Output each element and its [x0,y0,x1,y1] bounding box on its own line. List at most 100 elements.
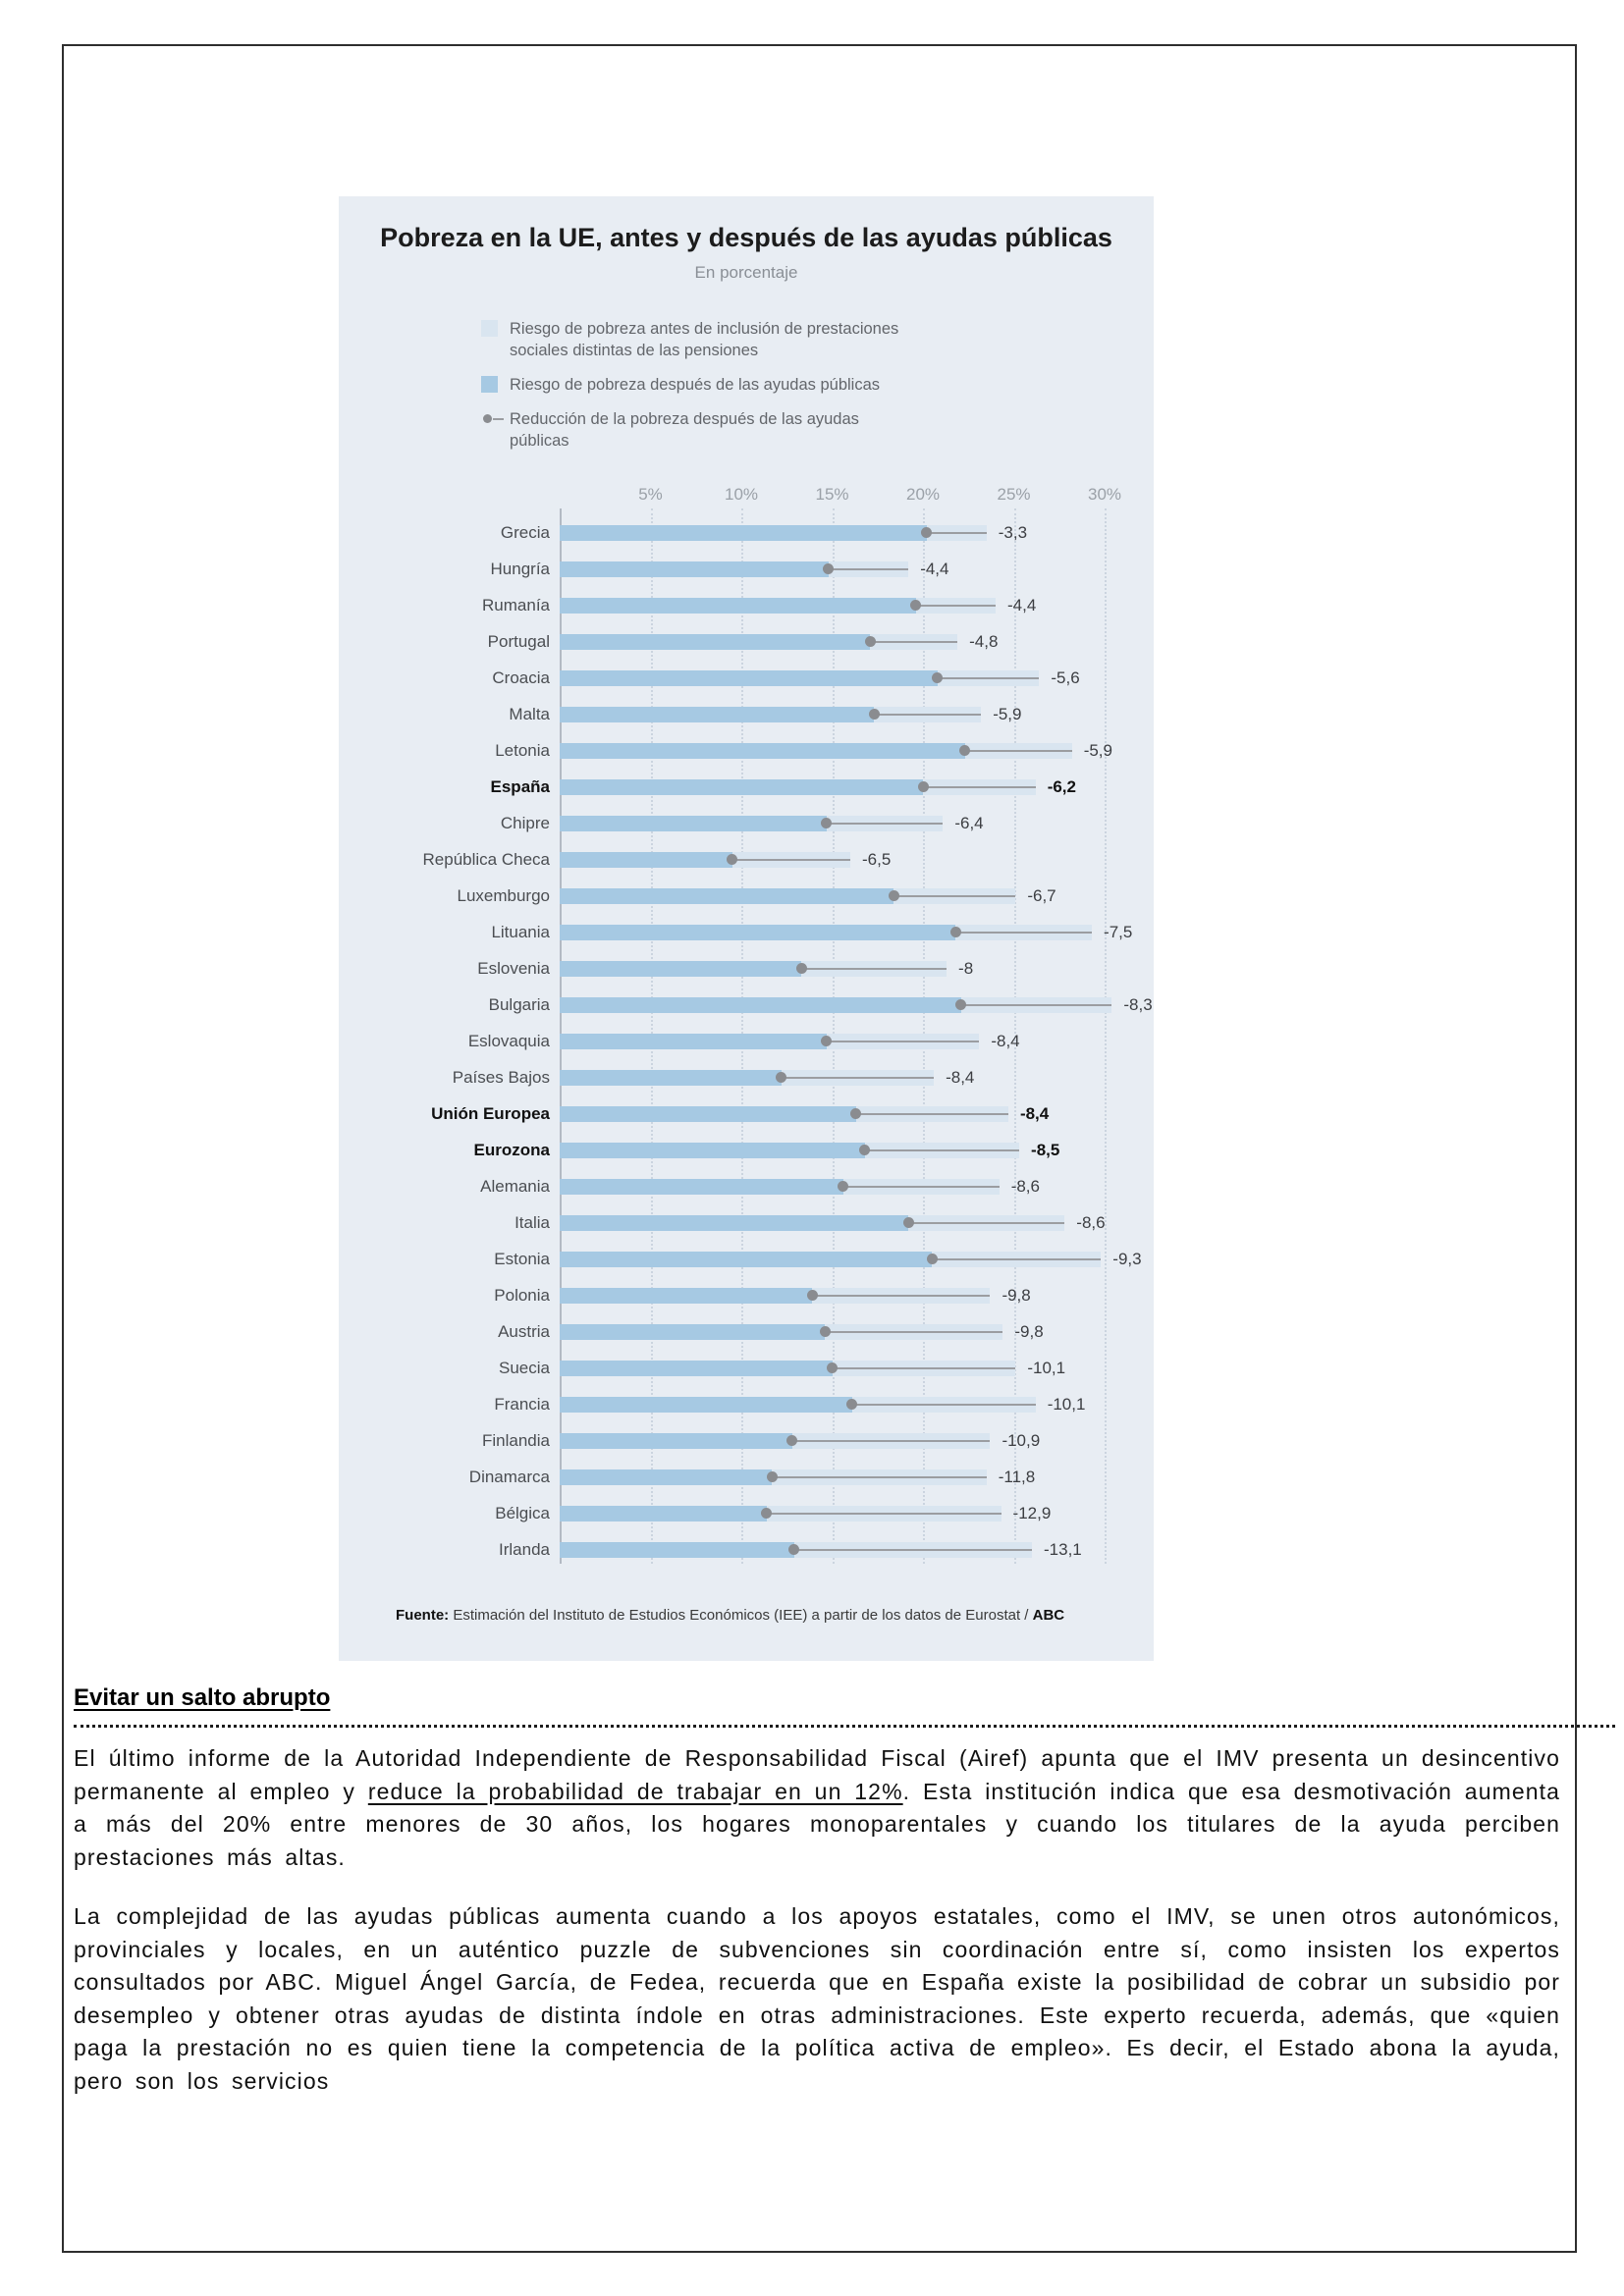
reduction-value: -6,2 [1047,776,1076,796]
legend-item-before: Riesgo de pobreza antes de inclusión de … [481,318,1154,361]
country-label: Letonia [495,740,550,760]
reduction-line [915,604,996,607]
axis-tick-label: 30% [1087,485,1122,504]
country-label: República Checa [422,849,550,869]
bar-after [560,1178,843,1195]
bar-zone: -5,6 [560,667,1154,687]
country-label: Francia [494,1394,550,1414]
bar-zone: -11,8 [560,1468,1154,1486]
bar-after [560,1251,933,1267]
chart-row: Austria -9,8 [339,1313,1154,1350]
bar-after [560,1468,773,1485]
country-label: Estonia [494,1249,550,1268]
chart-row: Lituania -7,5 [339,914,1154,950]
bar-zone: -6,4 [560,814,1154,832]
reduction-line [870,640,958,643]
country-label: Bulgaria [488,994,550,1014]
chart-subtitle: En porcentaje [694,263,798,282]
chart-row: República Checa -6,5 [339,841,1154,878]
bar-zone: -10,1 [560,1394,1154,1414]
plot-rows: Grecia -3,3 Hungría -4,4 Rumanía -4,4 Portugal… [339,514,1154,1568]
reduction-dot [846,1399,858,1410]
chart-row: Eslovaquia -8,4 [339,1023,1154,1059]
country-label: Hungría [490,559,550,578]
chart-row: Países Bajos -8,4 [339,1059,1154,1095]
bar-after [560,1142,865,1158]
reduction-line [801,967,947,970]
reduction-dot [786,1435,798,1446]
bar-zone: -8,5 [560,1140,1154,1159]
reduction-value: -10,1 [1047,1394,1086,1414]
gridline [1013,508,1016,1564]
bar-after [560,1287,813,1304]
country-label: España [490,776,550,796]
reduction-line [874,713,982,716]
bar-after [560,1105,856,1122]
chart-row: Croacia -5,6 [339,660,1154,696]
reduction-dot [868,709,880,720]
chart-title: Pobreza en la UE, antes y después de las… [380,223,1112,252]
reduction-line [842,1185,1000,1188]
axis-tick-label: 20% [905,485,941,504]
country-label: Portugal [487,631,550,651]
country-label: Suecia [499,1358,550,1377]
reduction-value: -8,6 [1010,1176,1040,1196]
axis-tick-label: 15% [815,485,849,504]
reduction-line [926,531,987,534]
bar-zone: -4,8 [560,632,1154,651]
reduction-dot [776,1072,787,1083]
country-label: Italia [514,1212,550,1232]
bar-zone: -8,3 [560,995,1154,1014]
bar-after [560,633,871,650]
bar-zone: -6,2 [560,776,1154,796]
legend-reduction-marker-icon [481,410,505,427]
bar-zone: -8,4 [560,1032,1154,1050]
bar-zone: -9,3 [560,1250,1154,1268]
reduction-line [960,1003,1112,1006]
paragraph-1-text: . Esta institución indica que esa desmot… [74,1778,1561,1870]
country-label: Dinamarca [468,1467,550,1486]
legend-item-reduction: Reducción de la pobreza después de las a… [481,408,1154,452]
bar-zone: -5,9 [560,741,1154,760]
chart-row: Italia -8,6 [339,1204,1154,1241]
chart-row: Luxemburgo -6,7 [339,878,1154,914]
reduction-line [932,1257,1102,1260]
bar-after [560,1396,852,1413]
reduction-line [855,1112,1008,1115]
chart-row: Bulgaria -8,3 [339,987,1154,1023]
bar-zone: -8,6 [560,1212,1154,1232]
bar-after [560,1360,833,1376]
reduction-value: -8,6 [1076,1212,1106,1232]
reduction-value: -13,1 [1044,1539,1082,1559]
reduction-line [832,1366,1016,1369]
reduction-line [812,1294,991,1297]
bar-after [560,851,732,868]
country-label: Austria [498,1321,550,1341]
reduction-dot [806,1290,818,1301]
chart-row: Irlanda -13,1 [339,1531,1154,1568]
chart-row: Portugal -4,8 [339,623,1154,660]
bar-zone: -8,4 [560,1068,1154,1087]
bar-zone: -4,4 [560,595,1154,614]
reduction-line [955,931,1093,934]
legend-swatch-before-icon [481,320,498,337]
bar-zone: -10,1 [560,1359,1154,1377]
legend-label: Riesgo de pobreza después de las ayudas … [510,376,881,394]
bar-after [560,561,829,577]
reduction-dot [766,1471,778,1482]
chart-row: Grecia -3,3 [339,514,1154,551]
bar-after [560,924,956,940]
reduction-dot [788,1544,800,1555]
reduction-line [781,1076,935,1079]
reduction-value: -8,5 [1031,1140,1060,1159]
chart-row: Malta -5,9 [339,696,1154,732]
reduction-value: -4,4 [1007,595,1037,614]
axis-tick-label: 10% [724,485,759,504]
chart-row: España -6,2 [339,769,1154,805]
reduction-dot [921,527,933,538]
chart-row: Rumanía -4,4 [339,587,1154,623]
country-label: Malta [509,704,550,723]
reduction-line [864,1148,1020,1151]
reduction-line [731,858,850,861]
reduction-value: -5,6 [1051,667,1080,687]
